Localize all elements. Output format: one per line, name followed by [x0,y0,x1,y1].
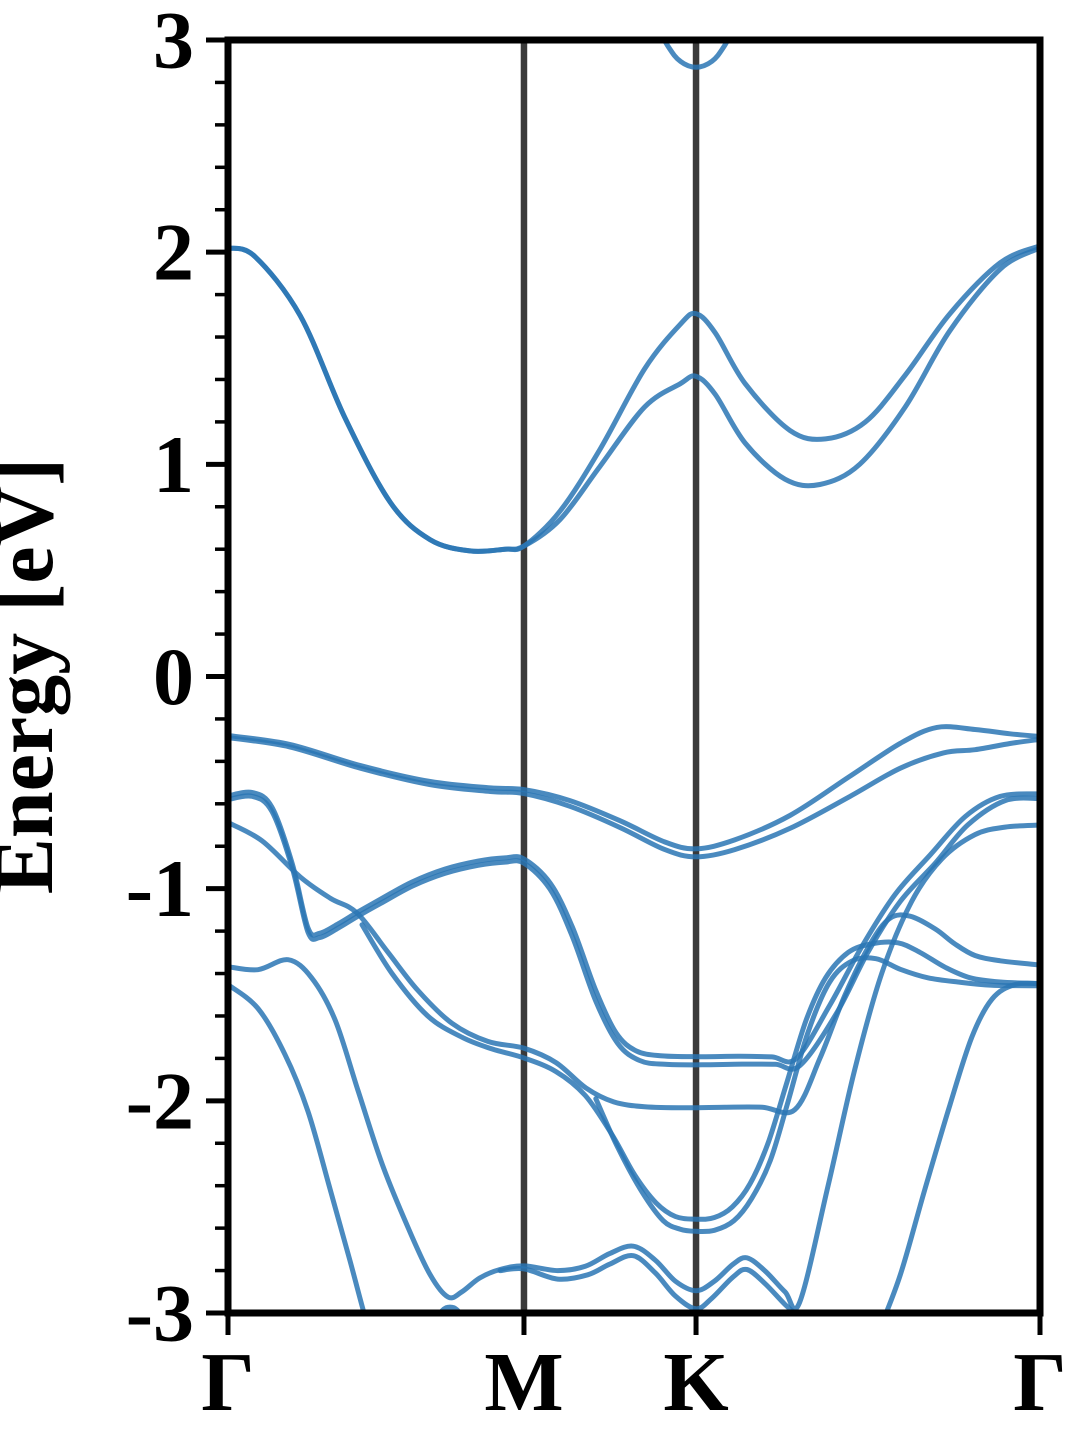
plot-frame [224,36,1044,1317]
x-tick-label-3: Γ [1013,1336,1066,1429]
band-lines [228,40,1040,1313]
band-valence-3a [228,820,1040,1116]
y-tick-label--2: -2 [126,1055,194,1146]
high-symmetry-lines [520,43,700,1310]
x-tick-label-1: M [484,1336,563,1429]
y-tick-label--3: -3 [126,1268,194,1359]
y-tick-label-0: 0 [153,631,194,722]
band-valence-top-a [228,724,1040,852]
y-tick-label--1: -1 [126,843,194,934]
y-tick-label-3: 3 [153,0,194,86]
band-conduction-band-a [228,243,1040,554]
band-valence-top-b [228,735,1040,860]
band-valence-4 [593,955,1040,1235]
band-conduction-K-pocket [661,40,731,70]
x-tick-label-0: Γ [201,1336,254,1429]
y-axis-label: Energy [eV] [0,458,71,894]
band-valence-deep-a [228,822,1040,1312]
x-tick-label-2: K [663,1336,728,1429]
band-conduction-band-b [228,245,1040,554]
band-steep-riser-right [883,980,1040,1313]
y-tick-label-2: 2 [153,207,194,298]
band-valence-deep-b [497,1253,799,1313]
band-valence-steep-left [228,982,367,1313]
band-anticrossing-hump [437,1304,463,1313]
band-valence-3b [359,922,1040,1222]
axis-ticks [206,37,1043,1335]
y-tick-label-1: 1 [153,419,194,510]
